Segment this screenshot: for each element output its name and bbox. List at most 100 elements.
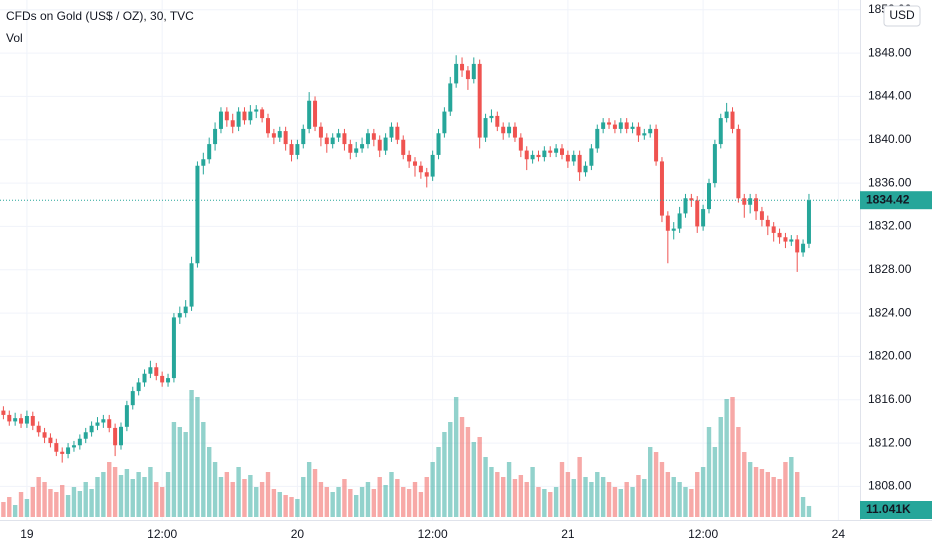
candles bbox=[1, 55, 811, 463]
candle-body bbox=[195, 165, 200, 264]
volume-bar bbox=[789, 457, 794, 517]
volume-bar bbox=[571, 479, 576, 517]
candle-body bbox=[612, 124, 617, 129]
volume-bar bbox=[89, 489, 94, 517]
volume-bar bbox=[512, 479, 518, 517]
candle-body bbox=[336, 133, 341, 138]
volume-bar bbox=[383, 485, 388, 517]
volume-bar bbox=[630, 487, 635, 517]
volume-label-box bbox=[860, 501, 932, 519]
candle-body bbox=[330, 137, 335, 145]
currency-label: USD bbox=[889, 8, 915, 22]
candle-body bbox=[313, 100, 318, 127]
candle-body bbox=[395, 126, 400, 140]
volume-bar bbox=[130, 479, 135, 517]
volume-bar bbox=[653, 452, 659, 517]
candle-body bbox=[24, 416, 29, 424]
candle-body bbox=[448, 83, 453, 112]
volume-bar bbox=[759, 469, 765, 517]
volume-bar bbox=[48, 489, 53, 517]
candle-body bbox=[424, 172, 429, 177]
candle-body bbox=[354, 148, 359, 153]
volume-bar bbox=[677, 482, 682, 517]
candle-body bbox=[289, 144, 294, 155]
volume-bar bbox=[465, 427, 471, 517]
candle-body bbox=[66, 447, 71, 454]
chart-title: CFDs on Gold (US$ / OZ), 30, TVC bbox=[6, 9, 194, 23]
volume-bar bbox=[236, 467, 241, 517]
volume-bar bbox=[248, 475, 253, 517]
volume-bar bbox=[218, 477, 224, 517]
candle-body bbox=[530, 154, 535, 160]
volume-bar bbox=[453, 397, 459, 517]
candle-body bbox=[730, 111, 735, 129]
candle-body bbox=[642, 133, 647, 136]
candle-body bbox=[177, 313, 182, 318]
volume-bar bbox=[7, 497, 12, 517]
volume-bar bbox=[183, 432, 188, 517]
y-tick-label: 1808.00 bbox=[868, 479, 912, 493]
candle-body bbox=[689, 198, 694, 201]
candle-body bbox=[577, 154, 582, 173]
volume-bar bbox=[142, 477, 147, 517]
candle-body bbox=[360, 144, 365, 149]
candle-body bbox=[677, 213, 682, 229]
candle-body bbox=[759, 211, 764, 220]
candle-body bbox=[571, 154, 576, 162]
volume-bar bbox=[665, 472, 671, 517]
candle-body bbox=[160, 375, 165, 383]
candle-body bbox=[89, 425, 94, 433]
volume-bar bbox=[254, 487, 259, 517]
candle-body bbox=[148, 367, 153, 374]
candle-body bbox=[71, 445, 76, 448]
candle-body bbox=[748, 198, 753, 205]
y-tick-label: 1828.00 bbox=[868, 262, 912, 276]
volume-bar bbox=[406, 489, 412, 517]
volume-bar bbox=[795, 472, 800, 517]
volume-bar bbox=[565, 472, 571, 517]
volume-bar bbox=[301, 477, 306, 517]
volume-bar bbox=[24, 499, 30, 517]
volume-bar bbox=[648, 447, 653, 517]
candle-body bbox=[42, 432, 47, 438]
volume-bar bbox=[765, 472, 770, 517]
candle-body bbox=[442, 111, 447, 134]
candle-body bbox=[7, 414, 12, 422]
candle-body bbox=[789, 239, 794, 242]
volume-bar bbox=[318, 482, 324, 517]
candle-body bbox=[542, 150, 547, 158]
volume-bar bbox=[430, 462, 435, 517]
volume-bar bbox=[589, 482, 594, 517]
volume-bar bbox=[518, 475, 524, 517]
volume-bar bbox=[354, 495, 359, 517]
candle-body bbox=[695, 200, 700, 227]
candle-body bbox=[554, 148, 559, 153]
volume-bar bbox=[312, 469, 318, 517]
volume-bar bbox=[306, 462, 312, 517]
candle-body bbox=[30, 416, 35, 426]
volume-bar bbox=[195, 397, 200, 517]
volume-bar bbox=[12, 505, 18, 517]
volume-bar bbox=[642, 479, 647, 517]
x-tick-label: 12:00 bbox=[147, 527, 177, 541]
candle-body bbox=[401, 139, 406, 155]
volume-bar bbox=[436, 447, 441, 517]
volume-bar bbox=[442, 432, 447, 517]
volume-bar bbox=[706, 427, 712, 517]
candle-body bbox=[1, 410, 6, 415]
volume-bar bbox=[165, 472, 171, 517]
volume-bar bbox=[412, 482, 418, 517]
candle-body bbox=[560, 148, 564, 155]
y-tick-label: 1812.00 bbox=[868, 435, 912, 449]
x-tick-label: 19 bbox=[20, 527, 34, 541]
candle-body bbox=[383, 137, 388, 151]
x-tick-label: 12:00 bbox=[688, 527, 718, 541]
candle-body bbox=[224, 111, 229, 121]
volume-bar bbox=[336, 487, 341, 517]
volume-bar bbox=[71, 487, 77, 517]
candle-body bbox=[548, 150, 553, 153]
candle-body bbox=[254, 109, 259, 112]
volume-bar bbox=[95, 477, 100, 517]
volume-bar bbox=[700, 467, 706, 517]
candle-body bbox=[301, 128, 306, 145]
